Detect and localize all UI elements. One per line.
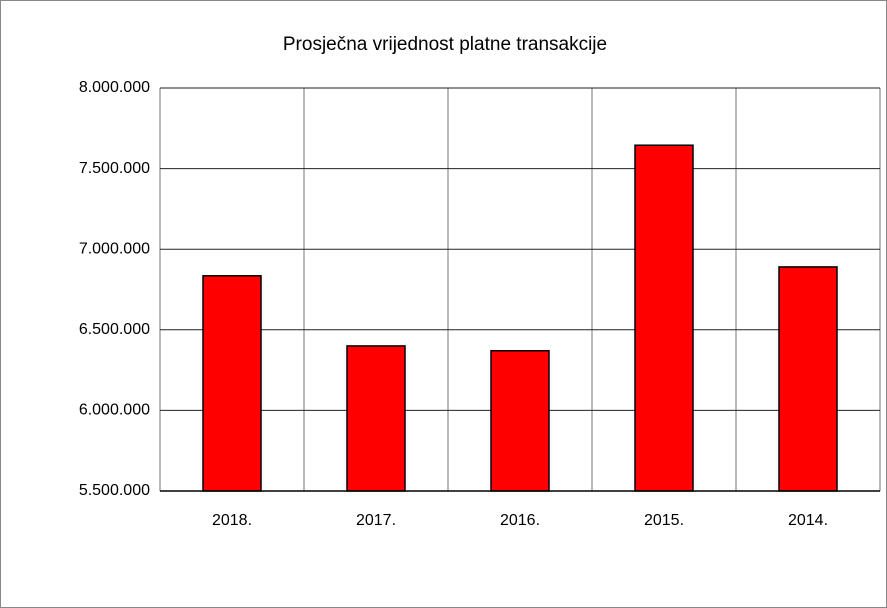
- x-tick-label: 2017.: [356, 512, 396, 529]
- x-tick-label: 2014.: [788, 512, 828, 529]
- y-tick-label: 8.000.000: [79, 79, 150, 96]
- y-tick-label: 5.500.000: [79, 482, 150, 499]
- x-tick-label: 2018.: [212, 512, 252, 529]
- x-tick-label: 2016.: [500, 512, 540, 529]
- y-tick-label: 7.000.000: [79, 240, 150, 257]
- chart-title: Prosječna vrijednost platne transakcije: [283, 34, 607, 55]
- x-tick-label: 2015.: [644, 512, 684, 529]
- bar: [778, 266, 838, 492]
- bar: [346, 345, 406, 492]
- bar: [634, 144, 694, 492]
- y-tick-label: 6.500.000: [79, 321, 150, 338]
- bar: [202, 275, 262, 492]
- bar: [490, 350, 550, 492]
- y-tick-label: 6.000.000: [79, 402, 150, 419]
- y-tick-label: 7.500.000: [79, 160, 150, 177]
